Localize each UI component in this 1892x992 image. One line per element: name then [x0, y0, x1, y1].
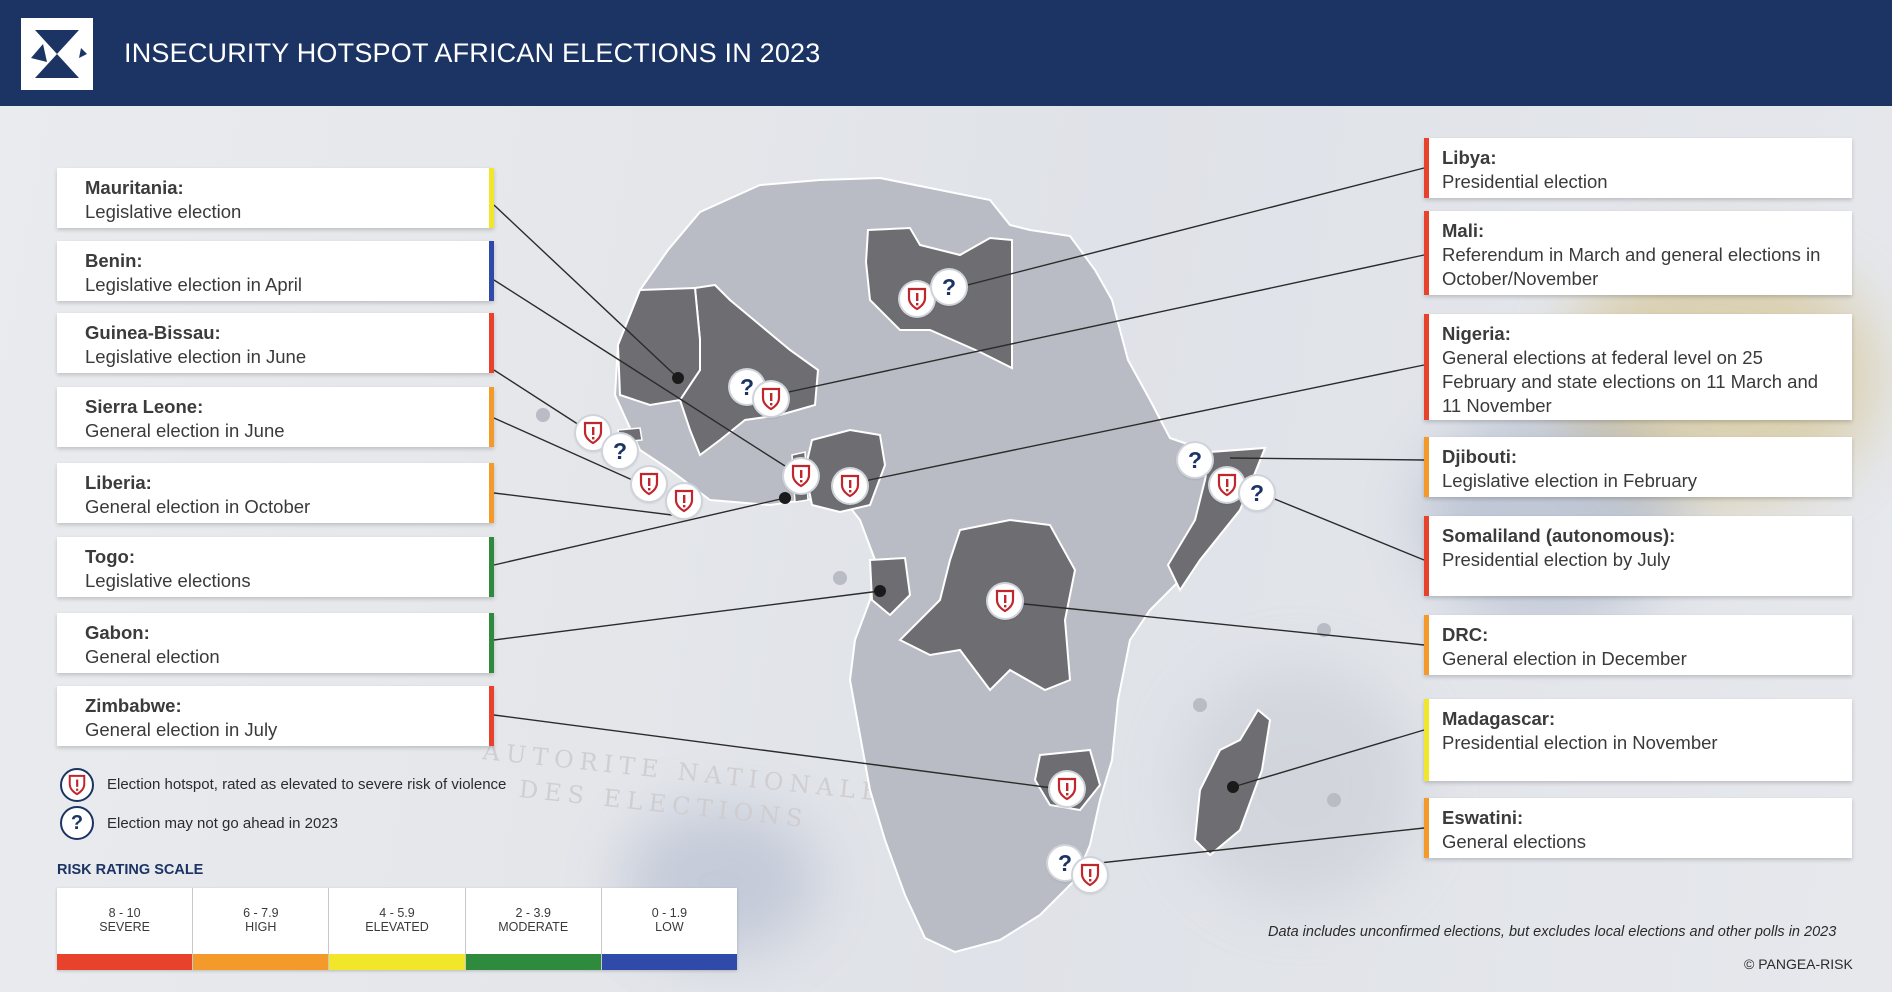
- hotspot-marker-zimbabwe: [1050, 772, 1084, 806]
- card-eswatini: Eswatini: General elections: [1424, 798, 1852, 858]
- comoros-island: [1193, 698, 1207, 712]
- hotspot-marker-libya: [900, 282, 934, 316]
- risk-level-moderate: 2 - 3.9 MODERATE: [465, 888, 602, 970]
- hotspot-marker-djibouti: [1210, 468, 1244, 502]
- card-gabon: Gabon: General election: [57, 613, 494, 673]
- hotspot-marker-eswatini: [1073, 858, 1107, 892]
- hotspot-marker-sierra-leone: [632, 467, 666, 501]
- card-benin: Benin: Legislative election in April: [57, 241, 494, 301]
- mauritania-country: [616, 286, 701, 407]
- risk-level-high: 6 - 7.9 HIGH: [193, 888, 330, 970]
- hotspot-marker-nigeria: [833, 469, 867, 503]
- mauritius-island: [1327, 793, 1341, 807]
- page-title: INSECURITY HOTSPOT AFRICAN ELECTIONS IN …: [124, 38, 821, 68]
- legend-question-icon: ?: [60, 806, 94, 840]
- question-marker-guinea: ?: [603, 434, 637, 468]
- copyright: © PANGEA-RISK: [1744, 956, 1853, 972]
- hotspot-marker-liberia: [667, 484, 701, 518]
- seychelles-island: [1317, 623, 1331, 637]
- risk-level-severe: 8 - 10 SEVERE: [57, 888, 194, 970]
- drc-country: [898, 518, 1077, 692]
- question-marker-somaliland: ?: [1240, 476, 1274, 510]
- card-somaliland: Somaliland (autonomous): Presidential el…: [1424, 516, 1852, 596]
- card-djibouti: Djibouti: Legislative election in Februa…: [1424, 437, 1852, 497]
- card-mali: Mali: Referendum in March and general el…: [1424, 211, 1852, 295]
- card-sierra-leone: Sierra Leone: General election in June: [57, 387, 494, 447]
- question-marker-libya: ?: [932, 270, 966, 304]
- hotspot-marker-benin: [784, 459, 818, 493]
- legend-hotspot-icon: [60, 768, 94, 802]
- card-drc: DRC: General election in December: [1424, 615, 1852, 675]
- legend-question-label: Election may not go ahead in 2023: [107, 815, 338, 832]
- risk-level-low: 0 - 1.9 LOW: [601, 888, 738, 970]
- risk-scale: 8 - 10 SEVERE 6 - 7.9 HIGH 4 - 5.9 ELEVA…: [57, 888, 738, 970]
- cape-verde-island: [536, 408, 550, 422]
- leader-lines: [493, 167, 1425, 865]
- hotspot-marker-drc: [988, 584, 1022, 618]
- risk-level-elevated: 4 - 5.9 ELEVATED: [329, 888, 466, 970]
- country-dots: [672, 372, 1239, 793]
- legend-hotspot-label: Election hotspot, rated as elevated to s…: [107, 776, 507, 793]
- hotspot-marker-mali: [754, 382, 788, 416]
- risk-scale-title: RISK RATING SCALE: [57, 862, 204, 878]
- header-bar: INSECURITY HOTSPOT AFRICAN ELECTIONS IN …: [0, 0, 1892, 106]
- footer-note: Data includes unconfirmed elections, but…: [1268, 924, 1837, 940]
- question-marker-ethiopia: ?: [1178, 443, 1212, 477]
- gabon-country: [868, 556, 912, 617]
- pangea-risk-logo: [21, 18, 93, 90]
- card-togo: Togo: Legislative elections: [57, 537, 494, 597]
- card-libya: Libya: Presidential election: [1424, 138, 1852, 198]
- card-zimbabwe: Zimbabwe: General election in July: [57, 686, 494, 746]
- card-guinea-bissau: Guinea-Bissau: Legislative election in J…: [57, 313, 494, 373]
- card-mauritania: Mauritania: Legislative election: [57, 168, 494, 228]
- card-liberia: Liberia: General election in October: [57, 463, 494, 523]
- sao-tome-island: [833, 571, 847, 585]
- card-madagascar: Madagascar: Presidential election in Nov…: [1424, 699, 1852, 781]
- card-nigeria: Nigeria: General elections at federal le…: [1424, 314, 1852, 420]
